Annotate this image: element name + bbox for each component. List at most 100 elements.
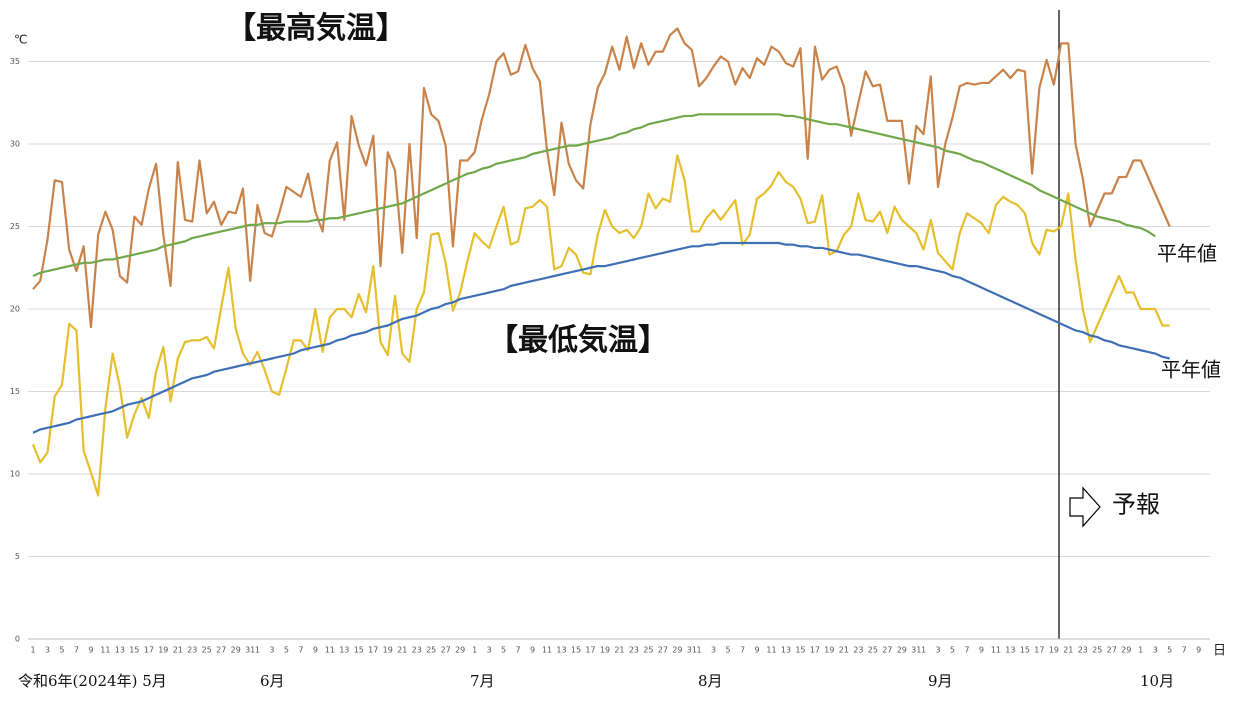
x-tick-label: 11 — [766, 646, 776, 655]
x-tick-label: 29 — [1121, 646, 1131, 655]
x-tick-label: 25 — [426, 646, 436, 655]
x-tick-label: 5 — [59, 646, 64, 655]
x-tick-label: 25 — [202, 646, 212, 655]
forecast-arrow — [1069, 486, 1101, 528]
x-tick-label: 25 — [868, 646, 878, 655]
month-label: 7月 — [470, 672, 495, 690]
x-tick-label: 3 — [269, 646, 274, 655]
x-tick-label: 29 — [455, 646, 465, 655]
y-tick-label: 25 — [10, 222, 20, 231]
x-tick-label: 9 — [754, 646, 759, 655]
x-tick-label: 31 — [687, 646, 697, 655]
y-tick-label: 0 — [15, 635, 20, 644]
x-tick-label: 17 — [1034, 646, 1044, 655]
x-tick-label: 7 — [964, 646, 969, 655]
x-tick-label: 27 — [216, 646, 226, 655]
x-tick-label: 3 — [935, 646, 940, 655]
series-line — [31, 154, 1170, 497]
x-tick-label: 19 — [158, 646, 168, 655]
x-tick-label: 5 — [501, 646, 506, 655]
x-tick-label: 27 — [441, 646, 451, 655]
month-label: 10月 — [1140, 672, 1174, 690]
series-label: 平年値 — [1161, 358, 1221, 382]
x-tick-label: 1 — [921, 646, 926, 655]
x-tick-label: 5 — [950, 646, 955, 655]
x-tick-label: 15 — [571, 646, 581, 655]
x-tick-label: 11 — [100, 646, 110, 655]
x-tick-label: 9 — [313, 646, 318, 655]
x-tick-label: 17 — [368, 646, 378, 655]
x-tick-label: 13 — [556, 646, 566, 655]
x-tick-label: 27 — [1107, 646, 1117, 655]
series-label: 【最低気温】 — [488, 323, 668, 358]
x-tick-label: 3 — [1153, 646, 1158, 655]
x-tick-label: 1 — [1138, 646, 1143, 655]
x-tick-label: 21 — [397, 646, 407, 655]
x-tick-label: 23 — [412, 646, 422, 655]
x-tick-label: 17 — [810, 646, 820, 655]
series-line — [32, 241, 1170, 434]
x-tick-label: 17 — [585, 646, 595, 655]
x-axis-label: 日 — [1213, 644, 1226, 659]
y-tick-label: 20 — [10, 305, 20, 314]
x-tick-label: 11 — [991, 646, 1001, 655]
x-tick-label: 3 — [45, 646, 50, 655]
x-tick-label: 27 — [882, 646, 892, 655]
x-tick-label: 21 — [173, 646, 183, 655]
x-tick-label: 15 — [795, 646, 805, 655]
x-tick-label: 29 — [672, 646, 682, 655]
x-tick-label: 23 — [187, 646, 197, 655]
x-tick-label: 1 — [30, 646, 35, 655]
x-tick-label: 15 — [1020, 646, 1030, 655]
x-tick-label: 31 — [245, 646, 255, 655]
series-line — [32, 113, 1156, 278]
month-label: 9月 — [928, 672, 953, 690]
x-tick-label: 9 — [530, 646, 535, 655]
x-tick-label: 5 — [1167, 646, 1172, 655]
x-tick-label: 13 — [1005, 646, 1015, 655]
x-tick-label: 13 — [115, 646, 125, 655]
x-tick-label: 19 — [824, 646, 834, 655]
y-tick-label: 10 — [10, 470, 20, 479]
x-tick-label: 7 — [298, 646, 303, 655]
x-tick-label: 21 — [614, 646, 624, 655]
forecast-label: 予報 — [1112, 491, 1160, 519]
x-tick-label: 23 — [853, 646, 863, 655]
x-tick-label: 23 — [1078, 646, 1088, 655]
x-tick-label: 25 — [1092, 646, 1102, 655]
x-tick-label: 31 — [911, 646, 921, 655]
x-tick-label: 25 — [643, 646, 653, 655]
x-tick-label: 7 — [740, 646, 745, 655]
x-tick-label: 21 — [1063, 646, 1073, 655]
x-tick-label: 15 — [354, 646, 364, 655]
x-tick-label: 9 — [979, 646, 984, 655]
x-tick-label: 1 — [255, 646, 260, 655]
month-label: 8月 — [698, 672, 723, 690]
series-label: 【最高気温】 — [226, 11, 406, 46]
series-line — [32, 27, 1171, 329]
x-tick-label: 7 — [516, 646, 521, 655]
x-tick-label: 1 — [472, 646, 477, 655]
x-tick-label: 19 — [600, 646, 610, 655]
x-tick-label: 7 — [1182, 646, 1187, 655]
y-tick-label: 30 — [10, 140, 20, 149]
x-tick-label: 17 — [144, 646, 154, 655]
x-tick-label: 23 — [629, 646, 639, 655]
x-tick-label: 3 — [487, 646, 492, 655]
x-tick-label: 1 — [697, 646, 702, 655]
x-tick-label: 21 — [839, 646, 849, 655]
x-tick-label: 5 — [725, 646, 730, 655]
x-tick-label: 29 — [231, 646, 241, 655]
x-tick-label: 27 — [658, 646, 668, 655]
x-tick-label: 11 — [325, 646, 335, 655]
x-tick-label: 7 — [74, 646, 79, 655]
x-tick-label: 5 — [284, 646, 289, 655]
x-tick-label: 15 — [129, 646, 139, 655]
y-tick-label: 35 — [10, 57, 20, 66]
y-tick-label: 5 — [15, 552, 20, 561]
x-tick-label: 11 — [542, 646, 552, 655]
x-tick-label: 19 — [1049, 646, 1059, 655]
series-label: 平年値 — [1157, 242, 1217, 266]
